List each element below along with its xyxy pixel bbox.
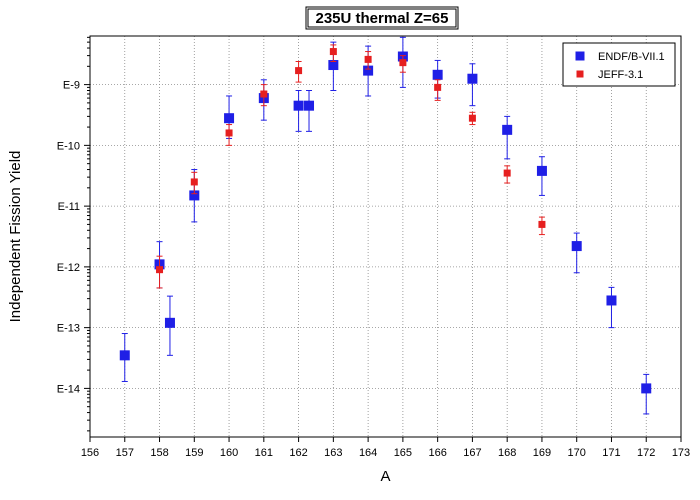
x-tick-label: 165 [394,447,412,459]
x-tick-label: 160 [220,447,238,459]
data-point [260,90,268,98]
series-jeff [156,44,546,289]
y-tick-label: E-12 [57,262,80,274]
data-point [467,73,478,84]
x-tick-label: 156 [81,447,99,459]
legend-box [562,42,676,87]
x-tick-label: 163 [324,447,342,459]
y-tick-label: E-9 [63,80,80,92]
x-tick-label: 159 [185,447,203,459]
y-axis-title: Independent Fission Yield [7,151,24,323]
chart-title: 235U thermal Z=65 [305,6,459,30]
data-point [293,100,304,111]
chart-title-inner-box [307,8,457,28]
y-tick-label: E-10 [57,140,80,152]
y-tick-label: E-13 [57,323,80,335]
x-tick-label: 166 [428,447,446,459]
x-tick-label: 161 [255,447,273,459]
data-point [156,266,164,274]
data-point [606,295,617,306]
plot-area [90,36,681,437]
x-tick-label: 172 [637,447,655,459]
y-tick-label: E-14 [57,383,80,395]
data-point [119,350,130,361]
data-point [641,383,652,394]
data-point [225,129,233,137]
x-tick-label: 162 [289,447,307,459]
chart-title-box [305,6,459,30]
data-point [304,100,315,111]
data-point [190,178,198,186]
legend-label: JEFF-3.1 [598,69,643,81]
x-tick-label: 168 [498,447,516,459]
legend: ENDF/B-VII.1 JEFF-3.1 [562,42,676,87]
y-tick-label: E-11 [58,201,80,213]
data-point [502,124,513,135]
x-tick-label: 173 [672,447,690,459]
data-point [538,220,546,228]
plot-frame [89,35,682,438]
data-point [189,190,200,201]
data-point [503,169,511,177]
chart-title-text: 235U thermal Z=65 [316,10,449,27]
data-point [329,48,337,56]
data-point [536,165,547,176]
data-point [224,113,235,124]
legend-label: ENDF/B-VII.1 [598,51,665,63]
data-point [468,114,476,122]
legend-marker [575,51,585,61]
x-axis: 156 157 158 159 160 161 162 163 164 165 166 167 168 1… [81,437,690,459]
data-point [364,55,372,63]
x-tick-label: 158 [150,447,168,459]
data-point [363,65,374,76]
legend-marker [576,70,584,78]
data-point [399,59,407,67]
x-tick-label: 170 [568,447,586,459]
data-point [434,83,442,91]
x-tick-label: 171 [602,447,620,459]
data-point [328,60,339,71]
x-tick-label: 169 [533,447,551,459]
data-point [295,67,303,75]
y-axis: E-9 E-10 E-11 E-12 E-13 E-14 [57,36,90,432]
x-tick-label: 164 [359,447,377,459]
x-tick-label: 157 [116,447,134,459]
x-axis-title: A [380,468,390,485]
series-endf [119,36,652,415]
data-point [164,317,175,328]
data-point [571,241,582,252]
data-point [432,69,443,80]
x-tick-label: 167 [463,447,481,459]
